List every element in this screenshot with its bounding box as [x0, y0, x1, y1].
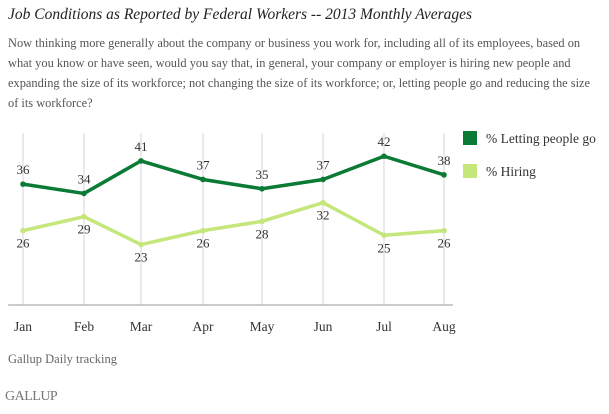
- legend-label: % Letting people go: [486, 131, 596, 146]
- x-tick-label: Jun: [314, 319, 333, 334]
- data-point: [200, 227, 206, 234]
- data-point: [138, 158, 144, 164]
- data-point: [259, 185, 265, 192]
- data-point: [20, 181, 26, 187]
- x-tick-label: Apr: [193, 319, 214, 334]
- source-note: Gallup Daily tracking: [8, 352, 117, 366]
- x-tick-label: Jul: [376, 319, 392, 334]
- legend-swatch: [463, 164, 477, 178]
- data-point: [200, 176, 206, 183]
- x-tick-label: May: [250, 319, 275, 334]
- data-point: [441, 172, 447, 178]
- data-label: 37: [197, 157, 211, 172]
- data-label: 28: [256, 226, 269, 241]
- series-line: [22, 154, 445, 196]
- data-point: [81, 190, 87, 197]
- data-label: 23: [135, 250, 148, 265]
- data-point: [259, 218, 265, 225]
- data-point: [20, 227, 26, 234]
- series-line: [22, 200, 445, 247]
- chart-subtitle: Now thinking more generally about the co…: [8, 36, 591, 110]
- data-point: [381, 232, 387, 239]
- data-label: 25: [378, 240, 391, 255]
- data-point: [441, 227, 447, 234]
- x-tick-label: Feb: [74, 319, 95, 334]
- data-point: [138, 241, 144, 248]
- data-label: 37: [317, 157, 331, 172]
- chart-title: Job Conditions as Reported by Federal Wo…: [8, 6, 473, 23]
- data-label: 26: [17, 236, 31, 251]
- data-label: 36: [17, 162, 31, 177]
- x-tick-label: Jan: [14, 319, 32, 334]
- data-point: [381, 153, 387, 160]
- data-point: [81, 213, 87, 220]
- x-tick-label: Mar: [130, 319, 153, 334]
- data-label: 41: [135, 139, 148, 154]
- data-label: 32: [317, 208, 330, 223]
- data-point: [320, 176, 326, 183]
- data-label: 26: [438, 236, 452, 251]
- legend-label: % Hiring: [486, 164, 536, 179]
- data-label: 29: [78, 222, 91, 237]
- data-label: 26: [197, 236, 211, 251]
- gallup-logo: GALLUP: [5, 389, 58, 404]
- data-label: 35: [256, 167, 269, 182]
- legend-swatch: [463, 131, 477, 145]
- data-label: 34: [78, 171, 92, 186]
- data-point: [320, 199, 326, 206]
- data-label: 38: [438, 153, 451, 168]
- data-label: 42: [378, 134, 391, 149]
- x-tick-label: Aug: [432, 319, 455, 334]
